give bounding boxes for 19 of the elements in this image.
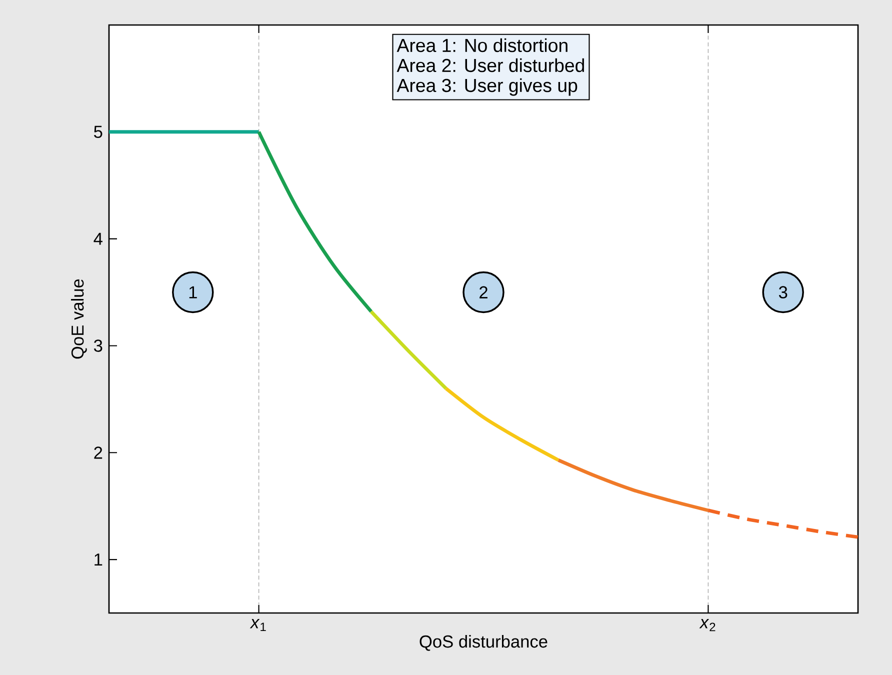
x-tick-label: x$_{1}$ [250,619,266,632]
y-tick-label: 1 [94,554,102,566]
x-tick-label: x$_{2}$ [699,619,716,632]
y-tick-label: 3 [94,340,102,352]
y-tick-label: 5 [94,126,102,138]
annotation: 1 [189,286,197,298]
annotation: Area 3: User gives up [396,78,578,96]
line-series [444,386,560,462]
annotation: Area 2: User disturbed [396,58,584,72]
line-series [257,130,373,314]
y-tick-label: 2 [94,446,102,459]
annotation: Area 1: No distortion [396,38,568,52]
y-axis-title: QoE value [70,279,87,359]
annotation: 2 [480,286,488,298]
x-axis-title: QoS disturbance [420,634,548,651]
y-tick-label: 4 [94,232,102,245]
line-series [706,508,860,539]
annotation: 3 [778,286,788,298]
line-series [556,458,710,512]
